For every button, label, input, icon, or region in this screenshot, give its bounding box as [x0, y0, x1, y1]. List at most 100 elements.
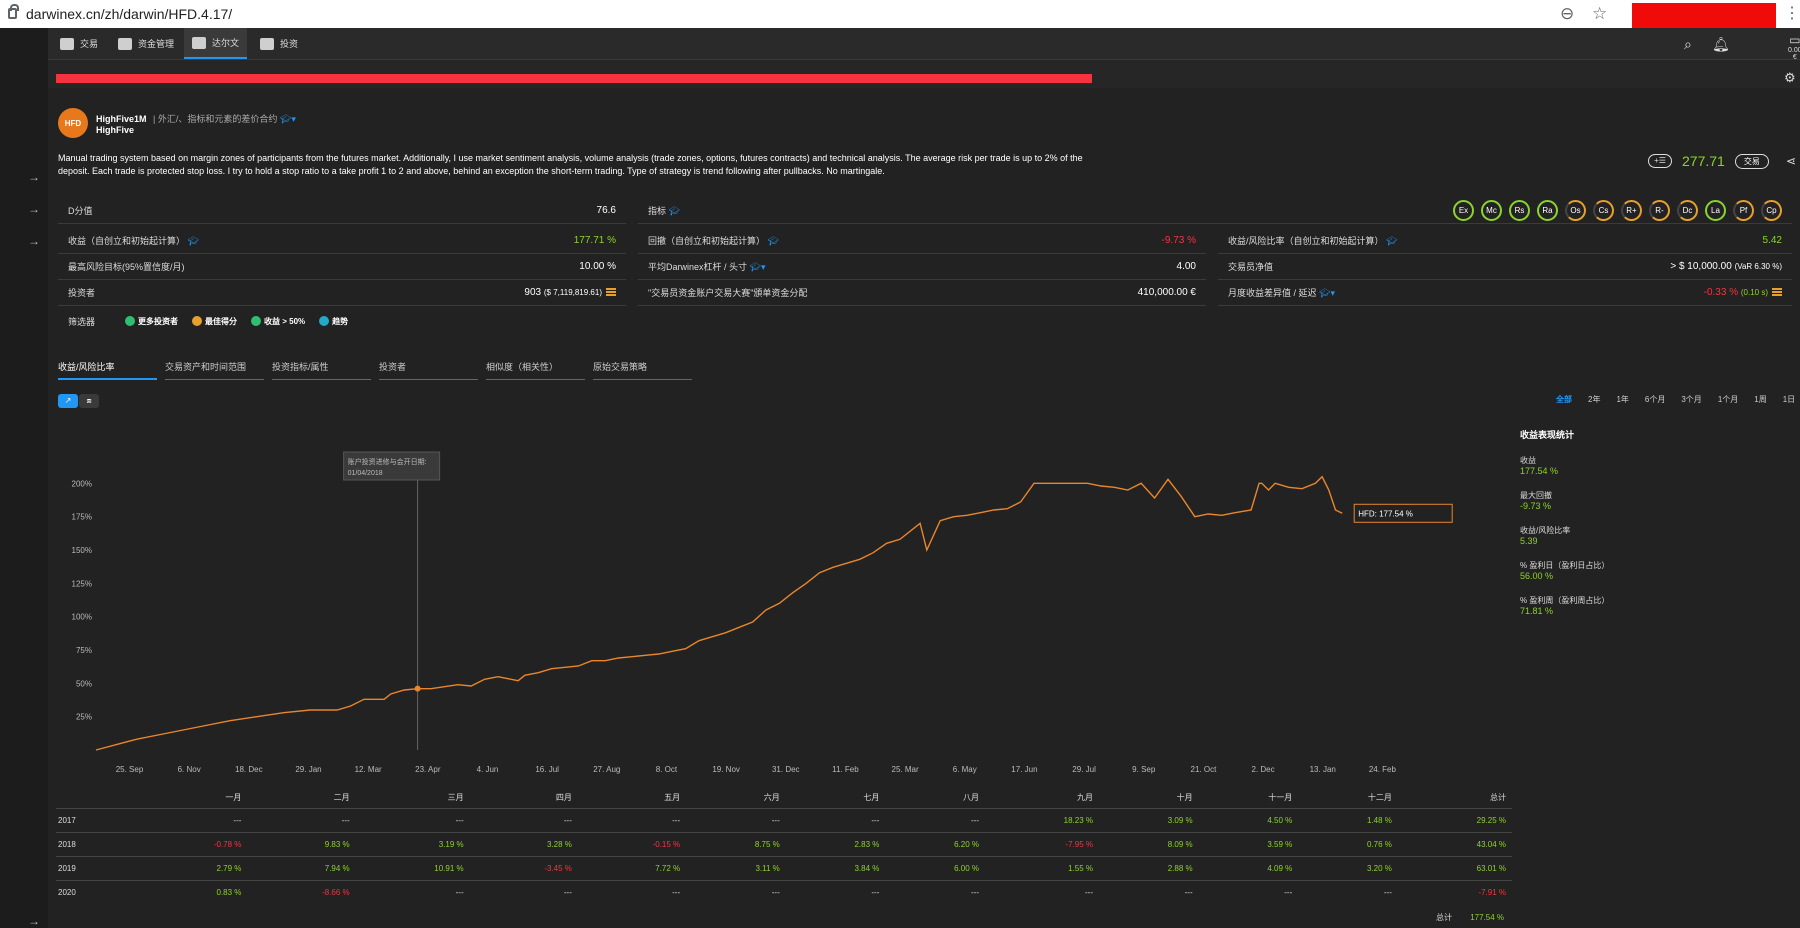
indicator-badge[interactable]: Dc: [1677, 200, 1698, 221]
darwin-subtitle: | 外汇/、指标和元素的差价合约: [153, 114, 278, 124]
return-cell: ---: [686, 807, 786, 832]
metrics-row: 收益（自创立和初始起计算） 🎓︎ 177.71 % 回撤（自创立和初始起计算） …: [58, 228, 1792, 254]
performance-chart[interactable]: 25% 50% 75% 100% 125% 150% 175% 200% 25. Sep 6. N…: [56, 440, 1496, 780]
return-cell: 收益（自创立和初始起计算） 🎓︎ 177.71 %: [58, 228, 626, 254]
indicator-badge[interactable]: Cs: [1593, 200, 1614, 221]
x-tick-label: 24. Feb: [1369, 765, 1397, 774]
metric-value: -0.33 % (0.10 s): [1704, 287, 1782, 298]
wallet[interactable]: ▭ 0.00 €: [1788, 33, 1800, 61]
return-cell: 8.09 %: [1099, 831, 1199, 856]
marker-tooltip: [343, 451, 441, 481]
filter-tag[interactable]: 最佳得分: [192, 316, 237, 327]
range-option[interactable]: 6个月: [1644, 395, 1666, 404]
graduation-cap-icon[interactable]: 🎓︎: [187, 236, 199, 246]
chart-tab[interactable]: 交易资产和时间范围: [165, 360, 264, 380]
return-cell: 63.01 %: [1397, 855, 1512, 880]
return-cell: 3.19 %: [355, 831, 470, 856]
indicator-badge[interactable]: R-: [1649, 200, 1670, 221]
chart-toggle-button[interactable]: ↗: [58, 394, 78, 408]
range-option[interactable]: 1个月: [1717, 395, 1739, 404]
indicator-badge[interactable]: R+: [1621, 200, 1642, 221]
share-icon[interactable]: ⋖: [1786, 154, 1797, 168]
filter-tag[interactable]: 趋势: [319, 316, 348, 327]
graduation-cap-icon[interactable]: 🎓︎▾: [279, 114, 296, 124]
people-icon: [118, 37, 132, 50]
star-icon[interactable]: ☆: [1592, 4, 1608, 23]
total-value: 177.54 %: [1470, 913, 1505, 922]
y-tick-label: 25%: [76, 713, 92, 722]
return-cell: ---: [1198, 879, 1299, 904]
range-option[interactable]: 1周: [1754, 395, 1767, 404]
table-row: 2020 0.83 % -8.66 % --- --- --- --- --- --- --- --…: [56, 879, 1512, 904]
nav-item-invest[interactable]: 投资: [252, 28, 306, 59]
chart-tab[interactable]: 投资指标/属性: [272, 360, 371, 380]
range-option[interactable]: 2年: [1588, 395, 1601, 404]
nav-item-trade[interactable]: 交易: [52, 28, 106, 59]
graduation-cap-icon[interactable]: 🎓︎: [767, 236, 779, 246]
x-tick-label: 31. Dec: [772, 765, 800, 774]
return-cell: ---: [1099, 879, 1199, 904]
equity-cell: 交易员净值 > $ 10,000.00 (VaR 6.30 %): [1218, 254, 1792, 280]
indicator-badge[interactable]: Rs: [1509, 200, 1530, 221]
y-tick-label: 200%: [72, 479, 92, 488]
chart-tab[interactable]: 相似度（相关性）: [486, 360, 585, 380]
watchlist-button[interactable]: +☰: [1648, 154, 1672, 168]
nav-item-fund-management[interactable]: 资金管理: [110, 28, 182, 59]
chart-tab[interactable]: 投资者: [379, 360, 478, 380]
graduation-cap-icon[interactable]: 🎓︎: [1386, 236, 1398, 246]
return-cell: 2.88 %: [1099, 855, 1199, 880]
arrow-right-icon[interactable]: →: [28, 202, 40, 216]
column-header: 八月: [963, 793, 980, 803]
stat-value: 71.81 %: [1520, 606, 1554, 616]
metric-label: "交易员资金账户交易大赛"頒单资金分配: [648, 288, 808, 298]
graduation-cap-icon[interactable]: 🎓︎▾: [1319, 288, 1335, 298]
range-option[interactable]: 3个月: [1681, 395, 1702, 404]
chart-tab[interactable]: 收益/风险比率: [58, 360, 157, 380]
indicator-badge[interactable]: Ex: [1453, 200, 1474, 221]
column-header: 九月: [1077, 793, 1093, 803]
gear-icon[interactable]: ⚙: [1784, 70, 1796, 85]
darwin-title: HighFive1M | 外汇/、指标和元素的差价合约 🎓︎▾: [96, 112, 296, 125]
chart-toggle-button[interactable]: ⧈: [79, 394, 99, 408]
trader-name[interactable]: HighFive: [96, 125, 135, 135]
graduation-cap-icon[interactable]: 🎓︎: [668, 206, 680, 216]
allocation-cell: "交易员资金账户交易大赛"頒单资金分配 410,000.00 €: [638, 280, 1206, 306]
indicator-badge[interactable]: La: [1705, 200, 1726, 221]
return-cell: 18.23 %: [985, 807, 1099, 832]
y-tick-label: 75%: [76, 646, 92, 655]
indicator-badge[interactable]: Os: [1565, 200, 1586, 221]
range-option[interactable]: 1日: [1782, 395, 1796, 404]
menu-icon[interactable]: [606, 288, 616, 297]
search-icon[interactable]: ⌕: [1684, 36, 1692, 52]
kebab-menu-icon[interactable]: ⋮: [1784, 5, 1800, 22]
column-header: 三月: [447, 793, 464, 803]
range-option[interactable]: 全部: [1556, 395, 1572, 404]
indicator-badge[interactable]: Cp: [1761, 200, 1782, 221]
chart-tab[interactable]: 原始交易策略: [593, 360, 692, 380]
nav-item-darwin[interactable]: 达尔文: [184, 28, 248, 59]
year-cell: 2018: [56, 831, 140, 856]
indicator-badge[interactable]: Ra: [1537, 200, 1558, 221]
avg-leverage-cell: 平均Darwinex杠杆 / 头寸 🎓︎▾ 4.00: [638, 254, 1206, 280]
indicator-badge[interactable]: Pf: [1733, 200, 1754, 221]
range-option[interactable]: 1年: [1616, 395, 1629, 404]
metric-label: 平均Darwinex杠杆 / 头寸 🎓︎▾: [648, 262, 766, 272]
zoom-icon[interactable]: ⊖: [1560, 4, 1575, 23]
url-text[interactable]: darwinex.cn/zh/darwin/HFD.4.17/: [26, 6, 233, 22]
year-cell: 2017: [56, 807, 140, 832]
menu-icon[interactable]: [1772, 288, 1782, 297]
column-header: [56, 788, 139, 808]
arrow-right-icon[interactable]: →: [28, 234, 40, 248]
filter-icon: [192, 316, 203, 327]
darwin-name[interactable]: HighFive1M: [96, 114, 147, 124]
filter-tag[interactable]: 更多投资者: [125, 316, 178, 327]
x-tick-label: 8. Oct: [656, 765, 678, 774]
bell-icon[interactable]: 🔔︎: [1712, 36, 1730, 52]
indicator-badge[interactable]: Mc: [1481, 200, 1502, 221]
arrow-right-icon[interactable]: →: [28, 170, 40, 184]
arrow-right-icon[interactable]: →: [28, 914, 40, 928]
filter-tag[interactable]: 收益 > 50%: [251, 316, 305, 327]
trade-button[interactable]: 交易: [1734, 153, 1769, 169]
graduation-cap-icon[interactable]: 🎓︎▾: [749, 262, 766, 272]
x-tick-label: 19. Nov: [712, 765, 740, 774]
